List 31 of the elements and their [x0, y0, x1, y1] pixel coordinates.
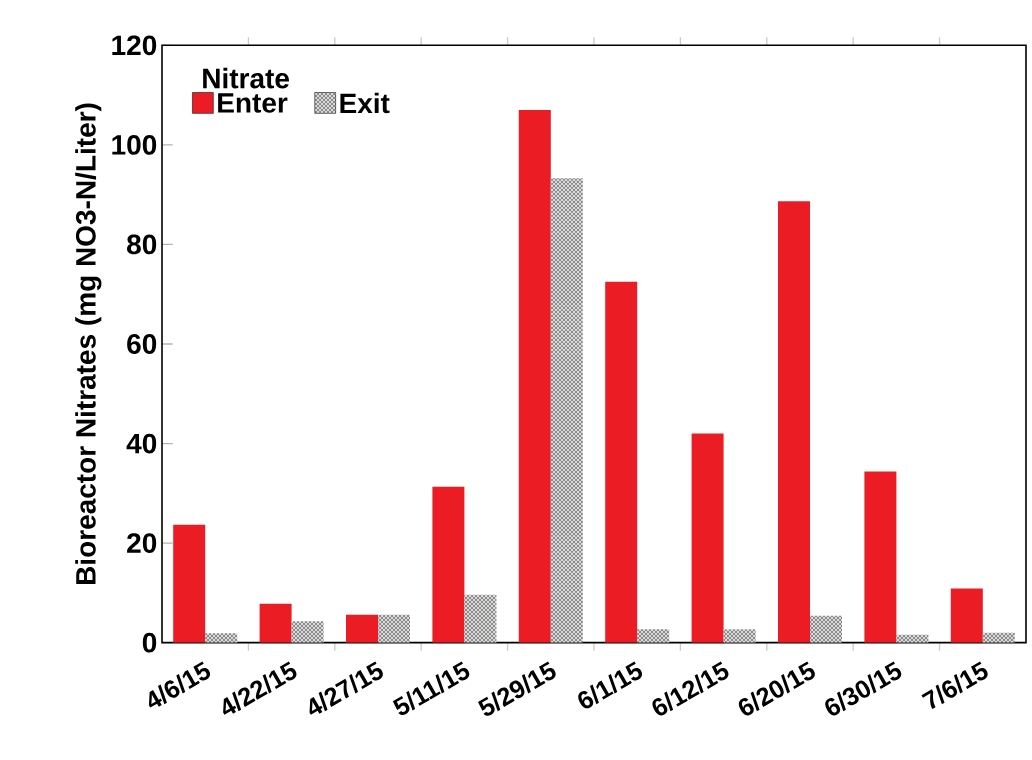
- y-tick-label: 120: [112, 35, 157, 56]
- bar: [464, 594, 497, 643]
- bar: [896, 634, 929, 643]
- y-tick-label: 40: [126, 433, 157, 454]
- bar: [950, 588, 983, 643]
- bar: [691, 433, 724, 643]
- y-axis-title: Bioreactor Nitrates (mg NO3-N/Liter): [75, 103, 102, 585]
- bar: [864, 471, 897, 643]
- bar: [346, 614, 378, 643]
- bar: [723, 629, 756, 643]
- bar: [173, 524, 206, 643]
- y-tick-label: 20: [127, 533, 157, 554]
- bar: [259, 603, 292, 643]
- y-tick-label: 100: [112, 134, 157, 155]
- bar: [605, 281, 638, 643]
- bar: [378, 614, 410, 643]
- y-tick-label: 0: [142, 632, 157, 653]
- bar: [432, 486, 465, 643]
- bar: [291, 621, 324, 643]
- legend-label: Exit: [340, 92, 390, 114]
- legend-label: Enter: [218, 93, 288, 113]
- bar: [518, 110, 551, 643]
- y-tick-label: 60: [127, 334, 157, 354]
- bar: [550, 178, 583, 643]
- bar: [810, 615, 842, 643]
- y-tick-label: 80: [127, 234, 157, 255]
- bar: [778, 201, 810, 643]
- bar: [982, 632, 1015, 643]
- bar: [205, 633, 238, 643]
- bar: [637, 629, 670, 643]
- legend-title: Nitrate: [203, 67, 289, 89]
